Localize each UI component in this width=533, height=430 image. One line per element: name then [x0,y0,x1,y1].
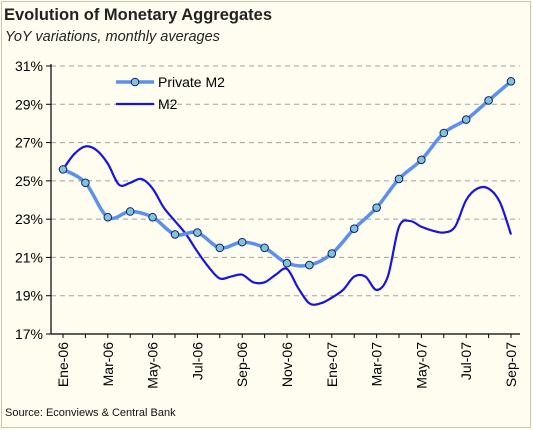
chart-source: Source: Econviews & Central Bank [5,407,176,419]
x-tick-label: Mar-07 [369,342,385,387]
series-line-m2 [62,145,513,306]
series-point-private-m2 [349,224,359,234]
series-point-private-m2 [58,165,68,174]
series-point-private-m2 [439,128,449,138]
legend-label-m2: M2 [158,96,178,112]
x-tick-label: May-07 [413,342,429,389]
y-tick-label: 23% [15,211,43,227]
x-tick-label: Mar-06 [100,342,116,387]
x-tick-label: Jul-06 [189,342,205,380]
series-point-private-m2 [237,237,247,247]
series-point-private-m2 [484,96,493,105]
series-point-private-m2 [305,260,314,270]
chart-subtitle: YoY variations, monthly averages [5,29,220,45]
chart-title: Evolution of Monetary Aggregates [4,6,272,24]
series-point-private-m2 [103,212,113,222]
x-tick-label: Ene-07 [324,342,340,387]
series-point-private-m2 [148,212,157,222]
x-tick-label: Sep-07 [503,342,519,387]
series-point-private-m2 [461,115,471,124]
series-point-private-m2 [327,249,337,258]
series-point-private-m2 [81,178,90,188]
series-point-private-m2 [260,243,269,253]
y-tick-label: 27% [15,135,43,151]
series-point-private-m2 [170,230,180,239]
series-point-private-m2 [506,77,516,86]
series-point-private-m2 [417,155,426,165]
series-point-private-m2 [215,243,225,253]
legend-marker-private-m2 [130,77,140,87]
y-tick-label: 31% [15,58,43,74]
y-tick-label: 21% [15,249,43,265]
y-tick-label: 19% [15,288,43,304]
series-point-private-m2 [282,258,292,268]
x-tick-label: Ene-06 [55,342,71,387]
y-tick-label: 17% [15,326,43,342]
series-point-private-m2 [394,174,404,184]
y-tick-label: 29% [15,96,43,112]
x-tick-label: May-06 [145,342,161,389]
x-tick-label: Jul-07 [458,342,474,380]
x-tick-label: Nov-06 [279,342,295,387]
series-point-private-m2 [193,228,202,237]
legend-label-private-m2: Private M2 [158,74,225,90]
y-tick-label: 25% [15,173,43,189]
series-point-private-m2 [372,203,381,212]
series-line-private-m2 [62,79,513,268]
series-point-private-m2 [125,207,135,216]
x-tick-label: Sep-06 [234,342,250,387]
